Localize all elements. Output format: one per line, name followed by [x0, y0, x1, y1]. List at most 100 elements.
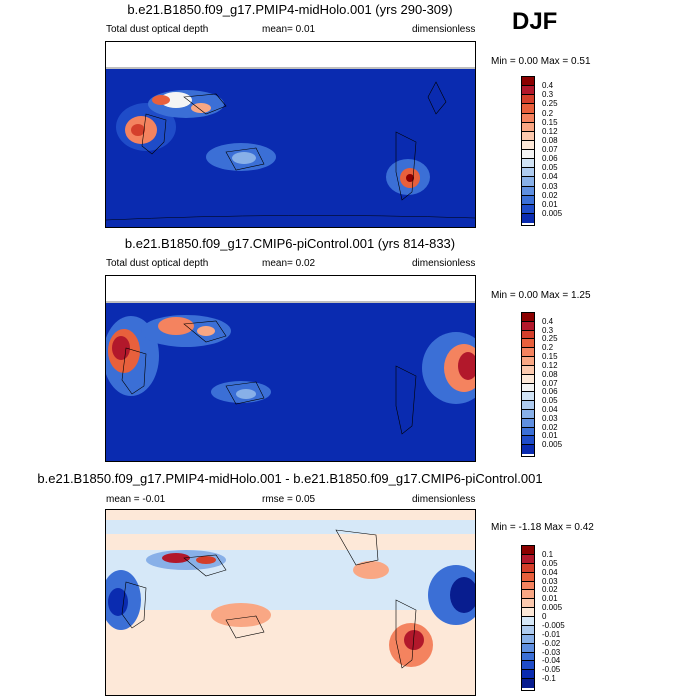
panel1-variable: Total dust optical depth — [106, 24, 209, 35]
colorbar-swatch — [522, 409, 534, 419]
colorbar-swatch — [522, 383, 534, 393]
colorbar-swatch — [522, 374, 534, 384]
colorbar-swatch — [522, 131, 534, 141]
colorbar-swatch — [522, 168, 534, 178]
colorbar-tick-label: 0.06 — [542, 154, 558, 164]
colorbar-tick-label: 0.05 — [542, 558, 558, 568]
colorbar-swatch — [522, 436, 534, 446]
colorbar-swatch — [522, 679, 534, 688]
panel1-map — [105, 41, 476, 228]
colorbar-tick-label: 0.3 — [542, 90, 554, 100]
colorbar-swatch — [522, 401, 534, 410]
colorbar-tick-label: 0.12 — [542, 360, 558, 370]
colorbar-swatch — [522, 634, 534, 644]
colorbar-swatch — [522, 77, 534, 87]
panel3-rmse: rmse = 0.05 — [262, 494, 316, 505]
colorbar-swatch — [522, 625, 534, 635]
colorbar-tick-label: 0.03 — [542, 181, 558, 191]
colorbar-tick-label: 0.08 — [542, 369, 558, 379]
colorbar-tick-label: 0.12 — [542, 126, 558, 136]
colorbar-swatch — [522, 554, 534, 564]
panel3-title: b.e21.B1850.f09_g17.PMIP4-midHolo.001 - … — [37, 471, 543, 486]
colorbar-swatch — [522, 445, 534, 454]
colorbar-tick-label: 0.005 — [542, 440, 563, 450]
colorbar-tick-label: 0.01 — [542, 594, 558, 604]
colorbar-swatch — [522, 563, 534, 573]
colorbar-tick-label: 0.08 — [542, 135, 558, 145]
colorbar-swatch — [522, 140, 534, 150]
colorbar-tick-label: 0.07 — [542, 145, 558, 154]
colorbar-tick-label: 0.06 — [542, 387, 558, 397]
colorbar-tick-label: -0.04 — [542, 656, 561, 666]
colorbar-tick-label: 0 — [542, 612, 547, 621]
colorbar-swatch — [522, 599, 534, 609]
panel2-variable: Total dust optical depth — [106, 258, 209, 269]
colorbar-swatch — [522, 617, 534, 626]
colorbar-swatch — [522, 590, 534, 600]
colorbar-tick-label: 0.15 — [542, 117, 558, 127]
colorbar-tick-label: 0.4 — [542, 316, 554, 326]
season-label: DJF — [512, 8, 558, 35]
colorbar-swatch — [522, 661, 534, 671]
colorbar-tick-label: 0.15 — [542, 352, 558, 362]
panel3-colorbar — [521, 545, 535, 691]
colorbar-swatch — [522, 339, 534, 349]
colorbar-tick-label: -0.02 — [542, 638, 561, 648]
panel1-colorbar — [521, 76, 535, 226]
colorbar-tick-label: 0.01 — [542, 199, 558, 209]
colorbar-tick-label: -0.05 — [542, 665, 561, 675]
colorbar-tick-label: -0.01 — [542, 629, 561, 639]
colorbar-tick-label: 0.01 — [542, 431, 558, 441]
panel2-units: dimensionless — [412, 258, 476, 269]
colorbar-swatch — [522, 321, 534, 331]
panel2-colorbar — [521, 312, 535, 457]
colorbar-tick-label: 0.04 — [542, 172, 558, 182]
panel2-title: b.e21.B1850.f09_g17.CMIP6-piControl.001 … — [124, 236, 456, 251]
panel2-mean: mean= 0.02 — [262, 258, 316, 269]
colorbar-tick-label: 0.005 — [542, 208, 563, 218]
colorbar-tick-label: 0.02 — [542, 422, 558, 432]
colorbar-swatch — [522, 670, 534, 680]
colorbar-swatch — [522, 572, 534, 582]
panel2-minmax: Min = 0.00 Max = 1.25 — [491, 290, 591, 301]
colorbar-swatch — [522, 348, 534, 358]
colorbar-tick-label: 0.3 — [542, 325, 554, 335]
colorbar-tick-label: 0.02 — [542, 585, 558, 595]
colorbar-swatch — [522, 122, 534, 132]
colorbar-swatch — [522, 177, 534, 187]
panel2-map — [105, 275, 476, 462]
colorbar-swatch — [522, 418, 534, 428]
colorbar-tick-label: 0.04 — [542, 567, 558, 577]
colorbar-tick-label: -0.03 — [542, 647, 561, 657]
panel1-mean: mean= 0.01 — [262, 24, 316, 35]
colorbar-swatch — [522, 365, 534, 375]
colorbar-tick-label: 0.2 — [542, 108, 554, 118]
colorbar-swatch — [522, 195, 534, 205]
colorbar-swatch — [522, 546, 534, 555]
colorbar-tick-label: 0.25 — [542, 99, 558, 109]
colorbar-tick-label: 0.05 — [542, 396, 558, 406]
colorbar-swatch — [522, 330, 534, 340]
colorbar-swatch — [522, 86, 534, 96]
colorbar-tick-label: 0.25 — [542, 334, 558, 344]
panel3-mean: mean = -0.01 — [106, 494, 166, 505]
colorbar-tick-label: -0.1 — [542, 674, 556, 684]
colorbar-tick-label: 0.005 — [542, 603, 563, 613]
colorbar-swatch — [522, 392, 534, 402]
colorbar-swatch — [522, 652, 534, 662]
colorbar-swatch — [522, 113, 534, 123]
panel3-map — [105, 509, 476, 696]
colorbar-swatch — [522, 186, 534, 196]
panel1-units: dimensionless — [412, 24, 476, 35]
colorbar-tick-label: 0.04 — [542, 404, 558, 414]
colorbar-tick-label: 0.1 — [542, 549, 554, 559]
colorbar-tick-label: -0.005 — [542, 620, 565, 630]
colorbar-tick-label: 0.2 — [542, 343, 554, 353]
colorbar-tick-label: 0.02 — [542, 190, 558, 200]
panel3-units: dimensionless — [412, 494, 476, 505]
colorbar-swatch — [522, 581, 534, 591]
colorbar-swatch — [522, 159, 534, 169]
colorbar-swatch — [522, 104, 534, 114]
colorbar-swatch — [522, 95, 534, 105]
colorbar-swatch — [522, 427, 534, 437]
